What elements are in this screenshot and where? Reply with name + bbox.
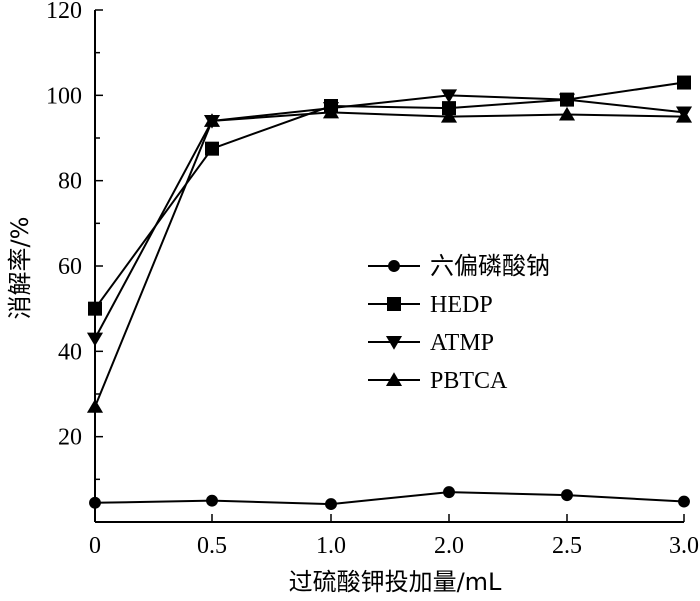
y-axis-title: 消解率/% bbox=[6, 217, 34, 320]
data-point bbox=[675, 108, 693, 123]
y-tick-label: 60 bbox=[58, 254, 82, 280]
legend-label: 六偏磷酸钠 bbox=[430, 252, 550, 280]
data-point bbox=[440, 89, 458, 104]
data-point bbox=[442, 101, 456, 116]
data-point bbox=[86, 399, 104, 413]
x-tick-label: 0 bbox=[89, 533, 101, 559]
y-tick-label: 20 bbox=[58, 425, 82, 451]
data-point bbox=[88, 301, 102, 316]
legend-marker bbox=[387, 297, 401, 311]
data-point bbox=[443, 486, 455, 499]
legend-marker bbox=[388, 260, 400, 272]
legend: 六偏磷酸钠 HEDP ATMP PBTCA bbox=[368, 252, 550, 394]
data-point bbox=[558, 93, 576, 108]
x-tick-label: 3.0 bbox=[669, 533, 699, 559]
series-line bbox=[94, 491, 685, 506]
y-tick-label: 40 bbox=[58, 339, 82, 365]
data-point bbox=[322, 104, 340, 119]
x-tick-label: 1.0 bbox=[316, 533, 346, 559]
data-point bbox=[678, 495, 690, 508]
data-point bbox=[325, 498, 337, 511]
series-line bbox=[94, 111, 685, 408]
y-tick-label: 80 bbox=[58, 169, 82, 195]
data-point bbox=[561, 489, 573, 502]
legend-label: HEDP bbox=[430, 292, 493, 318]
data-point bbox=[677, 75, 691, 90]
legend-label: ATMP bbox=[430, 330, 494, 356]
data-point bbox=[440, 108, 458, 123]
legend-marker bbox=[385, 336, 403, 350]
legend-label: PBTCA bbox=[430, 368, 508, 394]
data-point bbox=[205, 141, 219, 156]
data-point bbox=[86, 332, 104, 347]
x-tick-label: 2.5 bbox=[552, 533, 582, 559]
y-tick-label: 120 bbox=[46, 0, 82, 24]
data-point bbox=[206, 494, 218, 507]
x-tick-label: 0.5 bbox=[197, 533, 227, 559]
legend-marker bbox=[385, 372, 403, 386]
series-line bbox=[94, 94, 685, 340]
data-point bbox=[203, 113, 221, 127]
series-line bbox=[94, 81, 685, 310]
data-point bbox=[89, 496, 101, 509]
series-group bbox=[86, 75, 693, 511]
ticks-group: 0 0.5 1.0 2.0 2.5 3.0 20 40 60 80 100 120 bbox=[46, 0, 699, 559]
y-tick-label: 100 bbox=[46, 83, 82, 109]
x-axis-title: 过硫酸钾投加量/mL bbox=[289, 568, 502, 596]
x-tick-label: 2.0 bbox=[434, 533, 464, 559]
data-point bbox=[558, 106, 576, 121]
